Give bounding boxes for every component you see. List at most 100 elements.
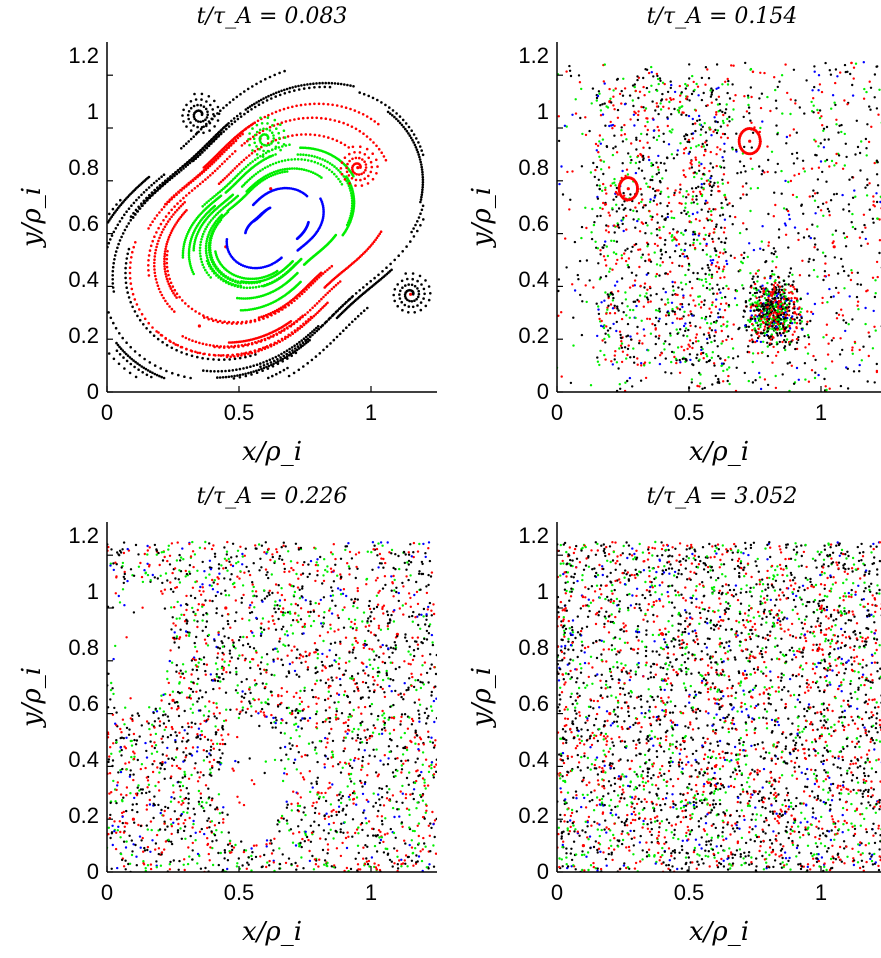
panel-2-point xyxy=(697,114,701,118)
panel-2-point xyxy=(609,184,612,187)
panel-2-point xyxy=(730,64,733,67)
panel-1-point xyxy=(192,248,195,252)
panel-1-point xyxy=(226,146,229,149)
panel-1-point xyxy=(256,156,260,160)
panel-2-point xyxy=(640,169,644,172)
panel-2-point xyxy=(638,339,641,342)
panel-2-point xyxy=(638,294,642,297)
panel-1-point xyxy=(114,250,118,253)
panel-1-point xyxy=(343,156,347,159)
panel-2-point xyxy=(816,275,819,278)
panel-1-point xyxy=(419,308,423,312)
panel-2-point xyxy=(793,287,796,291)
panel-1-point xyxy=(315,277,319,281)
panel-1-point xyxy=(186,113,190,117)
panel-2-point xyxy=(780,74,784,77)
panel-2-point xyxy=(798,106,801,109)
panel-1-point xyxy=(153,188,156,192)
panel-1-point xyxy=(344,301,348,304)
panel-1-point xyxy=(172,213,175,216)
panel-1-point xyxy=(165,265,169,269)
panel-1-point xyxy=(155,330,158,333)
panel-2-point xyxy=(797,232,800,235)
panel-1-point xyxy=(321,306,324,309)
panel-1-point xyxy=(203,352,206,356)
panel-1-point xyxy=(304,133,308,136)
panel-1-point xyxy=(356,166,360,170)
panel-1-point xyxy=(163,179,167,183)
panel-1-point xyxy=(209,241,212,245)
panel-1-point xyxy=(204,249,208,252)
panel-2-point xyxy=(697,234,700,237)
panel-1-point xyxy=(281,360,285,363)
panel-1-point xyxy=(280,89,283,93)
panel-2-point xyxy=(831,94,835,97)
panel-1-point xyxy=(377,273,380,277)
panel-1-point xyxy=(393,299,397,303)
panel-2-point xyxy=(705,217,709,220)
panel-2-point xyxy=(591,87,595,90)
panel-2-point xyxy=(612,251,616,254)
panel-1-point xyxy=(376,165,379,168)
panel-1-point xyxy=(248,105,252,108)
panel-2-point xyxy=(720,364,723,368)
panel-2-point xyxy=(564,237,567,240)
panel-1-point xyxy=(179,215,183,219)
panel-2-point xyxy=(688,99,691,102)
panel-1-point xyxy=(408,134,412,137)
panel-2-point xyxy=(749,67,753,71)
panel-1-point xyxy=(111,207,115,211)
panel-2-point xyxy=(787,329,790,333)
panel-2-point xyxy=(651,322,654,326)
panel-1-point xyxy=(196,355,199,359)
panel-2-point xyxy=(856,145,860,149)
panel-1-point xyxy=(291,260,295,263)
panel-2-point xyxy=(607,333,610,337)
panel-2-point xyxy=(846,103,849,106)
panel-2-point xyxy=(687,343,690,346)
panel-2-point xyxy=(712,292,715,295)
panel-2-point xyxy=(672,238,675,241)
panel-2-point xyxy=(698,190,702,193)
panel-2-point xyxy=(612,104,615,107)
panel-1-point xyxy=(223,358,226,361)
panel-1-point xyxy=(217,131,220,135)
panel-2-point xyxy=(772,319,776,322)
panel-1-point xyxy=(251,135,255,139)
panel-1-point xyxy=(275,269,279,273)
panel-1-point xyxy=(313,133,317,137)
panel-2-point xyxy=(784,179,787,183)
panel-1-point xyxy=(199,240,203,244)
panel-1-point xyxy=(269,361,273,364)
panel-2-point xyxy=(685,255,689,258)
panel-1-point xyxy=(129,345,132,349)
panel-1-point xyxy=(286,327,289,330)
panel-2-point xyxy=(636,219,639,223)
panel-2-point xyxy=(618,383,621,386)
panel-2-point xyxy=(659,108,663,111)
panel-1-point xyxy=(145,327,148,330)
panel-1-point xyxy=(198,152,202,155)
panel-1-point xyxy=(288,167,292,170)
panel-1-point xyxy=(335,175,338,178)
panel-2-point xyxy=(732,108,735,111)
panel-2-point xyxy=(791,152,794,156)
panel-2-point xyxy=(694,325,697,328)
panel-2-point xyxy=(751,277,754,281)
panel-2-point xyxy=(753,282,757,286)
panel-2-point xyxy=(771,273,774,276)
panel-1-point xyxy=(125,341,128,345)
panel-1-point xyxy=(271,148,274,151)
panel-2-point xyxy=(620,346,624,349)
panel-2-point xyxy=(676,109,680,112)
panel-2-point xyxy=(795,366,799,370)
panel-2-point xyxy=(698,123,702,126)
panel-2-point xyxy=(722,113,725,117)
panel-2-point xyxy=(632,218,635,221)
panel-1-point xyxy=(361,113,365,116)
panel-1-point xyxy=(258,147,261,151)
panel-2-point xyxy=(872,221,875,224)
panel-2-point xyxy=(623,123,626,127)
panel-2-point xyxy=(700,300,703,304)
panel-2-point xyxy=(611,363,614,366)
